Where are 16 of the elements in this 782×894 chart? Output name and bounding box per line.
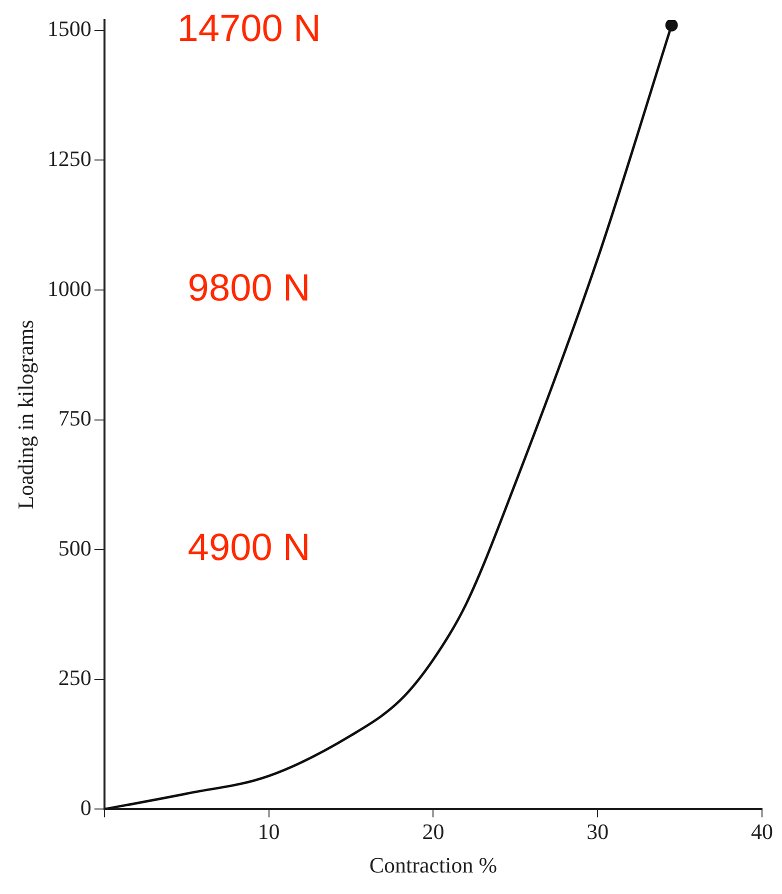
x-tick-label: 30: [586, 819, 609, 844]
y-tick-label: 500: [58, 535, 92, 560]
x-tick-label: 10: [258, 819, 280, 844]
y-tick-label: 1000: [47, 276, 92, 301]
y-tick-label: 250: [58, 665, 92, 690]
y-axis-title: Loading in kilograms: [12, 320, 38, 510]
x-axis-title: Contraction %: [369, 852, 498, 878]
y-tick-label: 750: [58, 406, 92, 431]
y-tick-label: 1500: [47, 16, 92, 42]
y-tick-label: 0: [80, 794, 92, 820]
y-tick-label: 1250: [47, 146, 92, 171]
x-tick-label: 40: [751, 819, 773, 844]
annotation: 14700 N: [177, 8, 321, 50]
x-tick-label: 20: [422, 819, 444, 844]
annotation: 4900 N: [188, 527, 310, 570]
annotation: 9800 N: [188, 267, 310, 310]
